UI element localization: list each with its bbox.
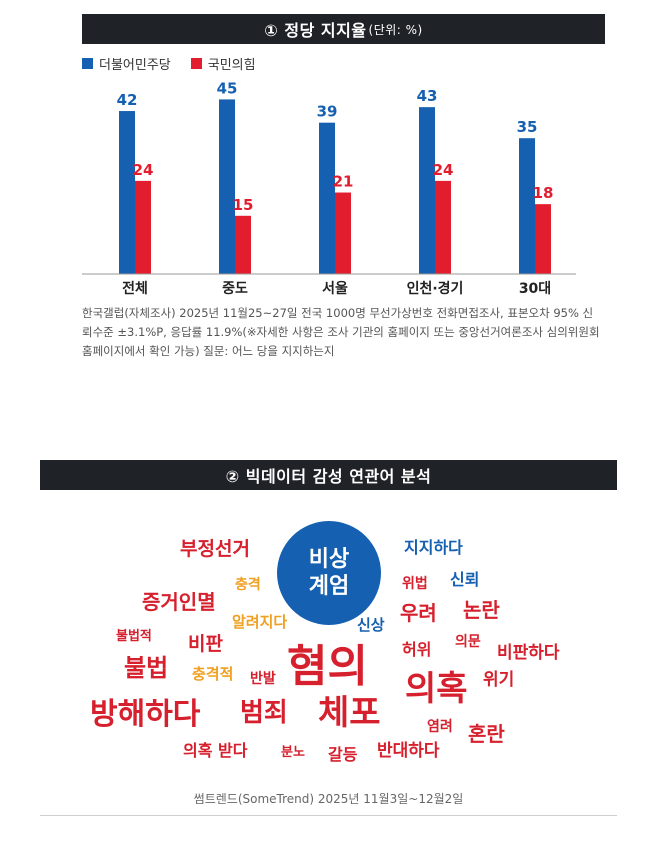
cloud-word: 체포 [318, 693, 381, 733]
cloud-word: 위기 [483, 670, 515, 690]
category-label-0: 전체 [122, 280, 148, 297]
cloud-word: 신뢰 [450, 570, 480, 589]
bigdata-title: ② 빅데이터 감성 연관어 분석 [225, 467, 432, 486]
data-label-ppp-4: 18 [533, 184, 554, 202]
data-label-democratic-1: 45 [217, 79, 238, 97]
center-keyword-circle: 비상 계엄 [277, 521, 381, 625]
data-label-ppp-2: 21 [333, 173, 354, 191]
bar-democratic-0 [119, 111, 135, 274]
source-caption: 썸트렌드(SomeTrend) 2025년 11월3일~12월2일 [193, 792, 464, 806]
cloud-word: 갈등 [328, 745, 358, 764]
cloud-word: 의혹 받다 [183, 741, 248, 760]
category-label-4: 30대 [519, 281, 551, 297]
cloud-word: 증거인멸 [142, 590, 216, 614]
data-label-democratic-0: 42 [117, 91, 138, 109]
data-label-ppp-3: 24 [433, 161, 454, 179]
data-label-ppp-0: 24 [133, 161, 154, 179]
cloud-word: 비판하다 [497, 643, 560, 663]
cloud-word: 허위 [402, 640, 432, 659]
cloud-word: 지지하다 [404, 538, 463, 557]
cloud-word: 우려 [400, 601, 437, 625]
category-label-2: 서울 [322, 280, 348, 297]
data-label-democratic-2: 39 [317, 103, 338, 121]
bar-ppp-1 [235, 215, 251, 274]
cloud-word: 범죄 [240, 698, 288, 728]
cloud-word: 의혹 [405, 669, 468, 709]
cloud-word: 분노 [281, 745, 305, 760]
cloud-word: 반대하다 [377, 741, 440, 761]
cloud-word: 논란 [463, 598, 500, 622]
cloud-word: 방해하다 [90, 697, 201, 732]
legend-item-ppp: 국민의힘 [190, 54, 256, 73]
cloud-word: 혐의 [287, 641, 368, 692]
category-label-1: 중도 [222, 281, 248, 297]
party-support-header: ① 정당 지지율 (단위: %) [82, 14, 605, 44]
cloud-word: 불법적 [116, 629, 152, 644]
cloud-word: 비판 [188, 633, 223, 655]
bigdata-header: ② 빅데이터 감성 연관어 분석 [40, 460, 617, 490]
legend-item-democratic: 더불어민주당 [82, 54, 171, 73]
legend-swatch-democratic [82, 58, 93, 69]
bar-democratic-2 [319, 122, 335, 275]
bar-democratic-4 [519, 138, 535, 274]
survey-note: 한국갤럽(자체조사) 2025년 11월25~27일 전국 1000명 무선가상… [82, 306, 600, 358]
bottom-divider [40, 815, 617, 816]
cloud-word: 염려 [427, 719, 453, 735]
cloud-word: 의문 [455, 634, 481, 650]
legend-label-ppp: 국민의힘 [207, 58, 256, 73]
unit-label: (단위: %) [368, 22, 423, 37]
party-support-bar-chart: 42 24 전체 45 15 중도 39 21 서울 43 24 인천·경기 35 18 30대 [82, 79, 576, 297]
cloud-word: 충격 [235, 577, 261, 593]
cloud-word: 신상 [357, 616, 385, 634]
bar-ppp-3 [435, 180, 451, 274]
legend-label-democratic: 더불어민주당 [99, 58, 171, 73]
cloud-word: 충격적 [192, 665, 234, 683]
cloud-word: 알려지다 [232, 613, 288, 631]
chart-legend: 더불어민주당 국민의힘 [82, 54, 256, 73]
bar-ppp-2 [335, 192, 351, 274]
center-keyword-line-2: 계엄 [308, 574, 350, 599]
bar-ppp-0 [135, 180, 151, 274]
bar-democratic-1 [219, 99, 235, 275]
data-label-ppp-1: 15 [233, 196, 254, 214]
cloud-word: 혼란 [468, 722, 505, 746]
center-keyword-line-1: 비상 [308, 547, 350, 572]
data-label-democratic-4: 35 [517, 118, 538, 136]
party-support-title: ① 정당 지지율 [264, 21, 367, 40]
cloud-word: 불법 [124, 654, 169, 682]
cloud-word: 위법 [402, 576, 428, 592]
bar-ppp-4 [535, 204, 551, 274]
cloud-word: 부정선거 [180, 538, 250, 560]
cloud-word: 반발 [250, 671, 276, 687]
legend-swatch-ppp [190, 58, 202, 69]
category-label-3: 인천·경기 [407, 280, 464, 297]
data-label-democratic-3: 43 [417, 87, 438, 105]
bar-democratic-3 [419, 107, 435, 274]
